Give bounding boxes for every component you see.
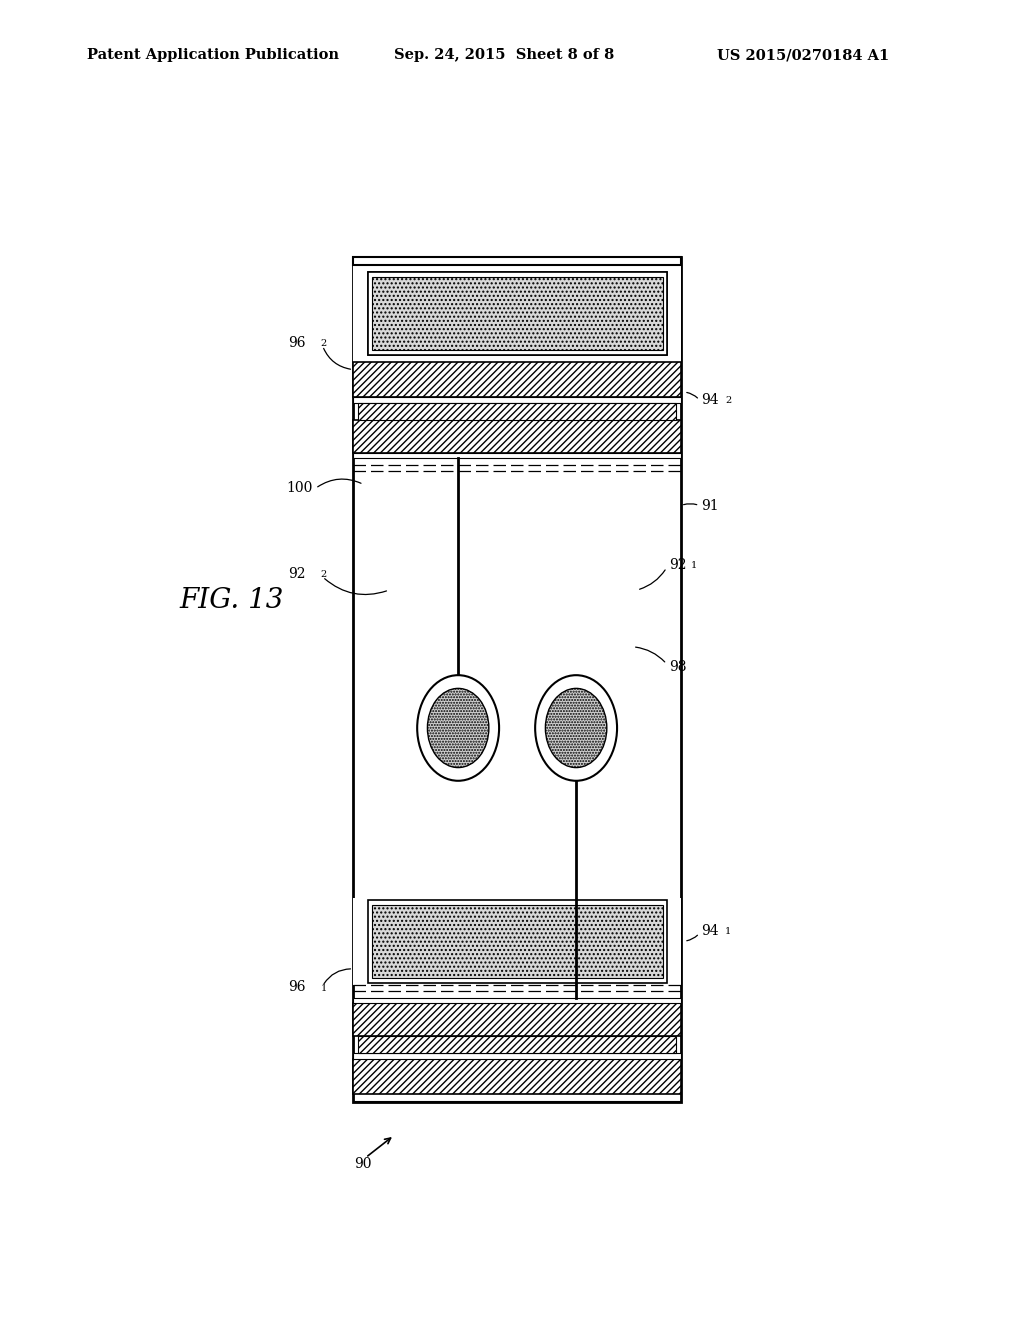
Circle shape bbox=[427, 689, 488, 768]
Text: 96: 96 bbox=[288, 981, 305, 994]
Text: 2: 2 bbox=[725, 396, 731, 405]
Circle shape bbox=[546, 689, 607, 768]
Bar bbox=[353, 453, 681, 458]
Text: 1: 1 bbox=[321, 983, 327, 993]
Bar bbox=[353, 1059, 681, 1094]
Text: 96: 96 bbox=[288, 337, 305, 350]
Text: 1: 1 bbox=[725, 927, 731, 936]
Bar bbox=[358, 1036, 676, 1053]
Bar bbox=[358, 403, 676, 420]
Bar bbox=[372, 277, 663, 350]
Bar bbox=[353, 1003, 681, 1036]
Bar bbox=[353, 420, 681, 453]
Circle shape bbox=[536, 676, 617, 780]
Text: 94: 94 bbox=[701, 393, 719, 407]
Text: Sep. 24, 2015  Sheet 8 of 8: Sep. 24, 2015 Sheet 8 of 8 bbox=[394, 49, 614, 62]
Text: 92: 92 bbox=[288, 568, 305, 581]
Bar bbox=[353, 1003, 681, 1036]
Text: 90: 90 bbox=[353, 1158, 372, 1171]
Text: 1: 1 bbox=[691, 561, 697, 570]
Bar bbox=[353, 397, 681, 403]
Text: 2: 2 bbox=[321, 339, 327, 348]
Circle shape bbox=[417, 676, 499, 780]
Text: 98: 98 bbox=[669, 660, 686, 673]
Text: 91: 91 bbox=[701, 499, 719, 512]
Bar bbox=[358, 1036, 676, 1053]
Text: 100: 100 bbox=[286, 482, 312, 495]
Bar bbox=[353, 257, 681, 265]
Bar bbox=[353, 265, 681, 362]
Bar bbox=[372, 906, 663, 978]
Bar bbox=[368, 272, 667, 355]
Bar bbox=[353, 998, 681, 1003]
Bar bbox=[353, 1059, 681, 1094]
Bar bbox=[353, 257, 681, 1102]
Text: FIG. 13: FIG. 13 bbox=[179, 587, 284, 614]
Bar bbox=[353, 1053, 681, 1059]
Bar bbox=[353, 898, 681, 985]
Bar bbox=[368, 900, 667, 983]
Text: 94: 94 bbox=[701, 924, 719, 937]
Bar bbox=[358, 403, 676, 420]
Bar bbox=[353, 362, 681, 397]
Text: Patent Application Publication: Patent Application Publication bbox=[87, 49, 339, 62]
Text: 2: 2 bbox=[321, 570, 327, 579]
Text: US 2015/0270184 A1: US 2015/0270184 A1 bbox=[717, 49, 889, 62]
Bar bbox=[353, 362, 681, 397]
Bar bbox=[353, 420, 681, 453]
Bar bbox=[372, 277, 663, 350]
Text: 92: 92 bbox=[669, 558, 686, 572]
Bar bbox=[368, 272, 667, 355]
